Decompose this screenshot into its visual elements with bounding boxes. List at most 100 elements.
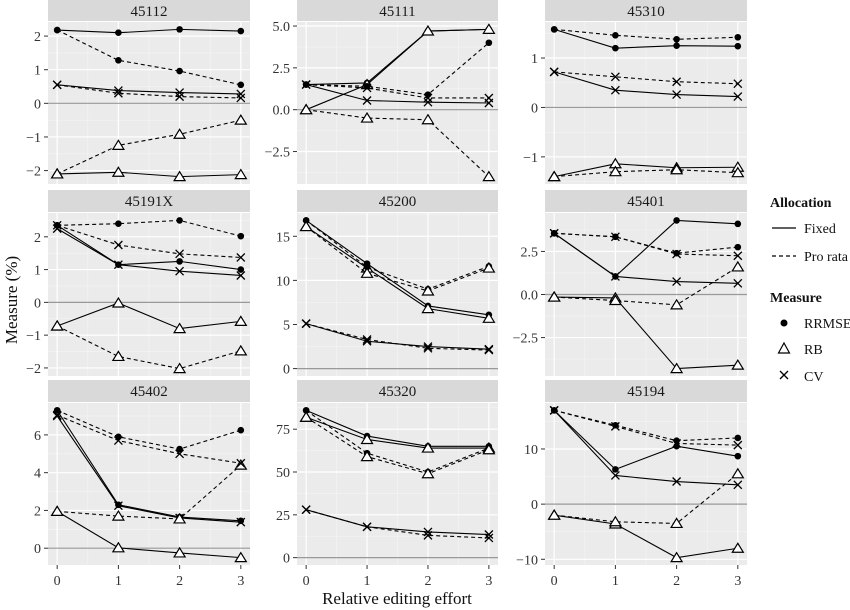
series-line-pro-rata-cv — [57, 224, 241, 259]
point-fixed-cv — [52, 411, 62, 421]
x-tick-label: 2 — [673, 574, 680, 589]
panels: 45112−2−101245111−2.50.02.55.045310−1014… — [26, 0, 747, 589]
y-tick-label: 15 — [276, 230, 290, 245]
series-line-pro-rata-cv — [305, 323, 489, 351]
point-pro-rata-cv — [423, 343, 433, 353]
point-pro-rata-rb — [173, 362, 187, 374]
point-fixed-rrmse — [734, 42, 742, 50]
x-tick-label: 2 — [176, 574, 183, 589]
y-tick-label: −2 — [26, 362, 41, 377]
point-pro-rata-cv — [113, 88, 123, 98]
y-tick-label: 0 — [283, 363, 290, 378]
point-pro-rata-cv — [549, 67, 559, 77]
series-line-fixed-rrmse — [56, 410, 241, 522]
series-line-fixed-rrmse — [554, 28, 738, 49]
point-pro-rata-rb — [173, 512, 187, 524]
point-pro-rata-cv — [484, 93, 494, 103]
series-line-pro-rata-cv — [57, 84, 241, 99]
point-fixed-cv — [362, 336, 372, 346]
panel-45401: 45401 −2.5 0.0 2.5 — [513, 190, 747, 376]
point-fixed-cv — [610, 85, 620, 95]
y-tick-label: 1 — [531, 52, 538, 67]
panel-45112: 45112 −2 −1 0 1 2 — [26, 0, 250, 184]
y-tick-label: 1 — [34, 64, 41, 79]
point-fixed-rrmse — [176, 26, 183, 33]
point-fixed-rb — [360, 433, 374, 445]
legend-rb-label: RB — [804, 343, 823, 358]
point-fixed-rb — [173, 322, 187, 334]
point-pro-rata-cv — [175, 249, 185, 259]
strip — [297, 190, 498, 212]
point-pro-rata-rb — [608, 165, 622, 177]
point-fixed-rb — [111, 166, 125, 177]
point-pro-rata-rb — [482, 261, 496, 273]
y-tick-label: 5 — [283, 318, 290, 333]
point-pro-rata-cv — [672, 438, 682, 448]
x-tick-label: 0 — [303, 574, 310, 589]
series-line-fixed-rb — [57, 171, 241, 178]
point-pro-rata-rb — [547, 290, 561, 302]
point-pro-rata-cv — [672, 249, 682, 259]
point-fixed-cv — [733, 278, 743, 288]
point-fixed-rrmse — [237, 517, 245, 525]
y-tick-label: 1 — [34, 264, 41, 279]
strip — [297, 380, 498, 402]
legend-rrmse-label: RRMSE — [804, 317, 850, 332]
point-pro-rata-rb — [421, 467, 435, 479]
point-pro-rata-rb — [360, 450, 374, 462]
point-pro-rata-rb — [111, 509, 125, 521]
point-pro-rata-rb — [360, 267, 374, 278]
point-fixed-rrmse — [673, 217, 680, 224]
series-line-pro-rata-rb — [56, 119, 241, 175]
point-pro-rata-cv — [549, 228, 559, 238]
point-pro-rata-rb — [547, 170, 561, 182]
point-pro-rata-rb — [299, 411, 313, 422]
point-fixed-rb — [111, 296, 125, 308]
y-tick-label: 0 — [34, 296, 41, 311]
point-fixed-cv — [175, 88, 185, 98]
point-pro-rata-rb — [234, 344, 248, 356]
point-fixed-rrmse — [734, 220, 742, 228]
y-tick-label: 0 — [283, 552, 290, 567]
x-tick-label: 0 — [54, 574, 61, 589]
point-pro-rata-rb — [50, 505, 64, 516]
point-pro-rata-rb — [360, 111, 374, 123]
point-pro-rata-cv — [52, 80, 62, 90]
series-line-pro-rata-rrmse — [57, 219, 241, 237]
strip-title: 45194 — [627, 384, 665, 400]
strip-title: 45320 — [379, 384, 417, 400]
point-pro-rata-cv — [113, 436, 123, 446]
point-pro-rata-rb — [234, 113, 248, 125]
point-fixed-rrmse — [673, 42, 680, 49]
point-fixed-rrmse — [115, 29, 122, 37]
point-pro-rata-cv — [733, 440, 743, 450]
series-line-fixed-rrmse — [305, 219, 489, 316]
y-tick-label: −1 — [26, 131, 41, 146]
point-pro-rata-cv — [52, 410, 62, 420]
point-pro-rata-rrmse — [302, 407, 310, 414]
point-pro-rata-rrmse — [237, 426, 245, 434]
point-fixed-cv — [113, 260, 123, 270]
point-pro-rata-cv — [733, 79, 743, 89]
series-line-fixed-rb — [305, 28, 489, 111]
strip — [297, 0, 498, 21]
point-pro-rata-rrmse — [176, 217, 183, 224]
point-fixed-rb — [234, 315, 248, 326]
point-pro-rata-rrmse — [734, 243, 742, 251]
y-tick-label: 0 — [531, 498, 538, 513]
point-fixed-rb — [670, 362, 684, 374]
strip — [545, 0, 747, 21]
point-pro-rata-rb — [173, 128, 187, 139]
point-pro-rata-cv — [175, 92, 185, 102]
series-line-fixed-cv — [305, 84, 489, 104]
y-tick-label: 0 — [34, 97, 41, 112]
y-tick-label: 2.5 — [273, 62, 291, 77]
point-pro-rata-rb — [670, 298, 684, 310]
y-axis-title: Measure (%) — [2, 256, 21, 344]
point-fixed-rb — [421, 24, 435, 36]
series-line-fixed-rb — [56, 510, 241, 559]
series-line-fixed-rrmse — [553, 409, 738, 471]
y-tick-label: −2.5 — [265, 146, 290, 161]
legend-fixed-label: Fixed — [804, 222, 836, 237]
